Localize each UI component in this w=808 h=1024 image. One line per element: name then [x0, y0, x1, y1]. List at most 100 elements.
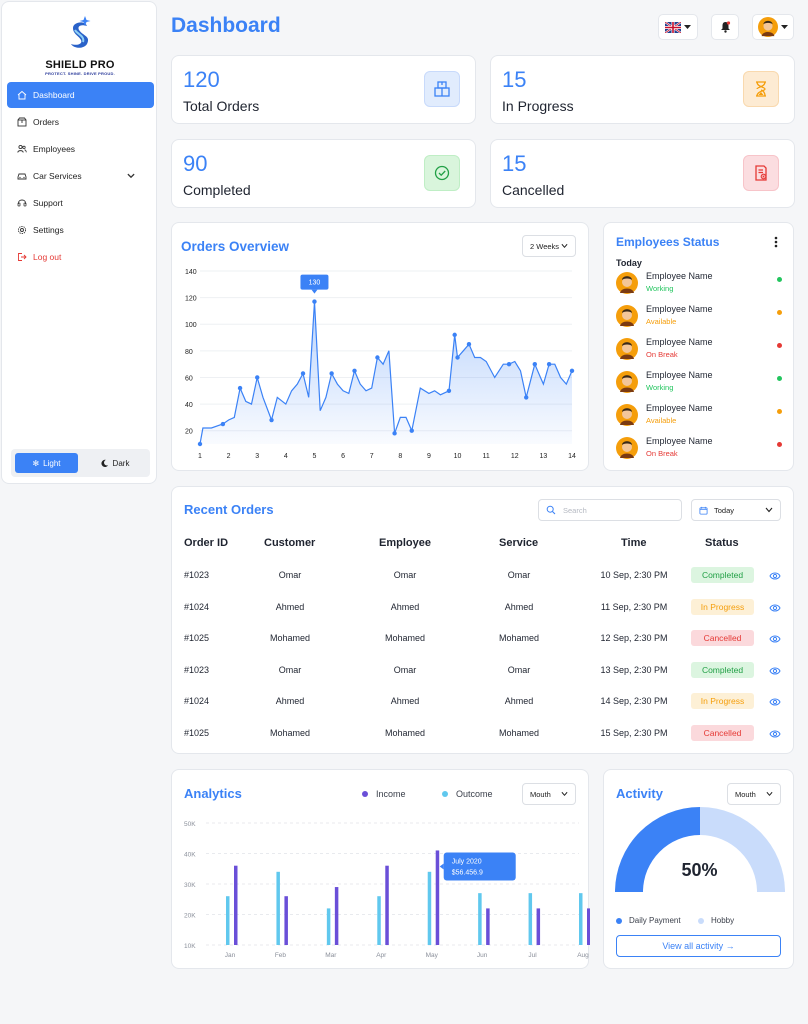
- employee-row[interactable]: Employee Name Working: [616, 367, 782, 397]
- user-menu[interactable]: [752, 14, 794, 40]
- series-line: [199, 301, 573, 445]
- stat-card-in-progress[interactable]: 15 In Progress: [490, 55, 795, 124]
- data-point[interactable]: [455, 355, 460, 360]
- search-input[interactable]: Search: [538, 499, 682, 521]
- chevron-down-icon[interactable]: [126, 171, 136, 181]
- eye-icon: [769, 730, 781, 737]
- bar-income[interactable]: [284, 896, 288, 945]
- legend-daily-payment: Daily Payment: [616, 916, 681, 925]
- view-order-button[interactable]: [769, 569, 781, 581]
- activity-range-dropdown[interactable]: Mouth: [727, 783, 781, 805]
- bar-outcome[interactable]: [528, 893, 533, 945]
- data-point[interactable]: [237, 385, 243, 391]
- y-tick-label: 120: [185, 296, 197, 303]
- view-order-button[interactable]: [769, 601, 781, 613]
- bar-income[interactable]: [385, 865, 389, 945]
- bar-income[interactable]: [587, 908, 590, 945]
- data-point[interactable]: [255, 375, 260, 380]
- data-point[interactable]: [409, 428, 414, 433]
- language-selector[interactable]: [658, 14, 698, 40]
- stat-card-completed[interactable]: 90 Completed: [171, 139, 476, 208]
- data-point[interactable]: [452, 332, 457, 338]
- eye-icon: [769, 635, 781, 643]
- x-tick-label: 4: [284, 453, 288, 460]
- bar-income[interactable]: [486, 908, 490, 945]
- data-point[interactable]: [329, 371, 334, 376]
- employee-row[interactable]: Employee Name On Break: [616, 433, 782, 463]
- orders-overview-card: Orders Overview 2 Weeks 20 40 60 80 100 120 14…: [171, 222, 589, 471]
- view-order-button[interactable]: [769, 664, 781, 676]
- gauge-slice-hobby[interactable]: [700, 807, 785, 892]
- dark-theme-button[interactable]: Dark: [83, 453, 146, 473]
- date-filter-dropdown[interactable]: Today: [691, 499, 781, 521]
- data-point[interactable]: [546, 361, 552, 367]
- x-tick-label: 2: [227, 453, 231, 460]
- bar-income[interactable]: [234, 865, 238, 945]
- brand-logo[interactable]: SHIELD PRO PROTECT. SHINE. DRIVE PROUD.: [2, 14, 158, 76]
- sidebar-item-orders[interactable]: Orders: [7, 109, 154, 135]
- data-point[interactable]: [524, 395, 529, 400]
- sidebar-item-support[interactable]: Support: [7, 190, 154, 216]
- bar-outcome[interactable]: [377, 896, 381, 945]
- table-cell-service: Ahmed: [504, 696, 534, 706]
- bar-outcome[interactable]: [427, 871, 432, 945]
- employee-row[interactable]: Employee Name Available: [616, 301, 782, 331]
- avatar: [616, 371, 638, 393]
- stat-value: 15: [502, 67, 527, 92]
- employee-name: Employee Name: [646, 337, 713, 347]
- status-dot: [777, 442, 782, 447]
- bar-income[interactable]: [334, 887, 339, 945]
- tooltip-box: [300, 274, 329, 290]
- status-dot: [777, 310, 782, 315]
- data-point[interactable]: [506, 361, 512, 367]
- view-order-button[interactable]: [769, 632, 781, 644]
- bar-outcome[interactable]: [478, 893, 482, 945]
- data-point[interactable]: [220, 421, 226, 427]
- bar-outcome[interactable]: [226, 896, 230, 945]
- employee-row[interactable]: Employee Name On Break: [616, 334, 782, 364]
- x-tick-label: Jun: [477, 952, 488, 959]
- view-order-button[interactable]: [769, 695, 781, 707]
- data-point[interactable]: [352, 368, 357, 374]
- bar-outcome[interactable]: [579, 893, 583, 945]
- bar-income[interactable]: [536, 908, 541, 945]
- employee-row[interactable]: Employee Name Working: [616, 268, 782, 298]
- data-point[interactable]: [269, 417, 274, 423]
- sidebar-item-logout[interactable]: Log out: [7, 244, 154, 270]
- bar-outcome[interactable]: [276, 871, 280, 945]
- employee-row[interactable]: Employee Name Available: [616, 400, 782, 430]
- sidebar-item-settings[interactable]: Settings: [7, 217, 154, 243]
- data-point[interactable]: [312, 299, 317, 304]
- gauge-slice-daily-payment[interactable]: [615, 807, 700, 892]
- data-point[interactable]: [446, 388, 452, 393]
- data-point[interactable]: [375, 355, 380, 360]
- x-tick-label: 7: [370, 453, 374, 460]
- car-icon: [17, 173, 27, 180]
- data-point[interactable]: [569, 368, 575, 374]
- stat-card-cancelled[interactable]: 15 Cancelled: [490, 139, 795, 208]
- sidebar-item-dashboard[interactable]: Dashboard: [7, 82, 154, 108]
- bar-outcome[interactable]: [326, 908, 331, 945]
- data-point[interactable]: [300, 371, 306, 376]
- brand-name: SHIELD PRO: [45, 59, 115, 71]
- sidebar-item-car-services[interactable]: Car Services: [7, 163, 154, 189]
- more-options-icon[interactable]: [774, 236, 778, 248]
- data-point[interactable]: [197, 441, 203, 447]
- notifications-button[interactable]: [711, 14, 739, 40]
- orders-range-dropdown[interactable]: 2 Weeks: [522, 235, 576, 257]
- data-point[interactable]: [532, 361, 537, 367]
- view-all-activity-button[interactable]: View all activity →: [616, 935, 781, 957]
- data-point[interactable]: [392, 431, 397, 436]
- table-cell-customer: Ahmed: [275, 696, 305, 706]
- legend-label: Daily Payment: [629, 916, 681, 925]
- bar-income[interactable]: [435, 850, 440, 945]
- light-theme-button[interactable]: ✻ Light: [15, 453, 78, 473]
- view-order-button[interactable]: [769, 727, 781, 739]
- sun-icon: ✻: [32, 458, 40, 468]
- avatar: [616, 437, 638, 459]
- sidebar-item-employees[interactable]: Employees: [7, 136, 154, 162]
- analytics-range-dropdown[interactable]: Mouth: [522, 783, 576, 805]
- data-point[interactable]: [466, 341, 472, 347]
- analytics-range-value: Mouth: [530, 789, 551, 799]
- stat-card-total-orders[interactable]: 120 Total Orders: [171, 55, 476, 124]
